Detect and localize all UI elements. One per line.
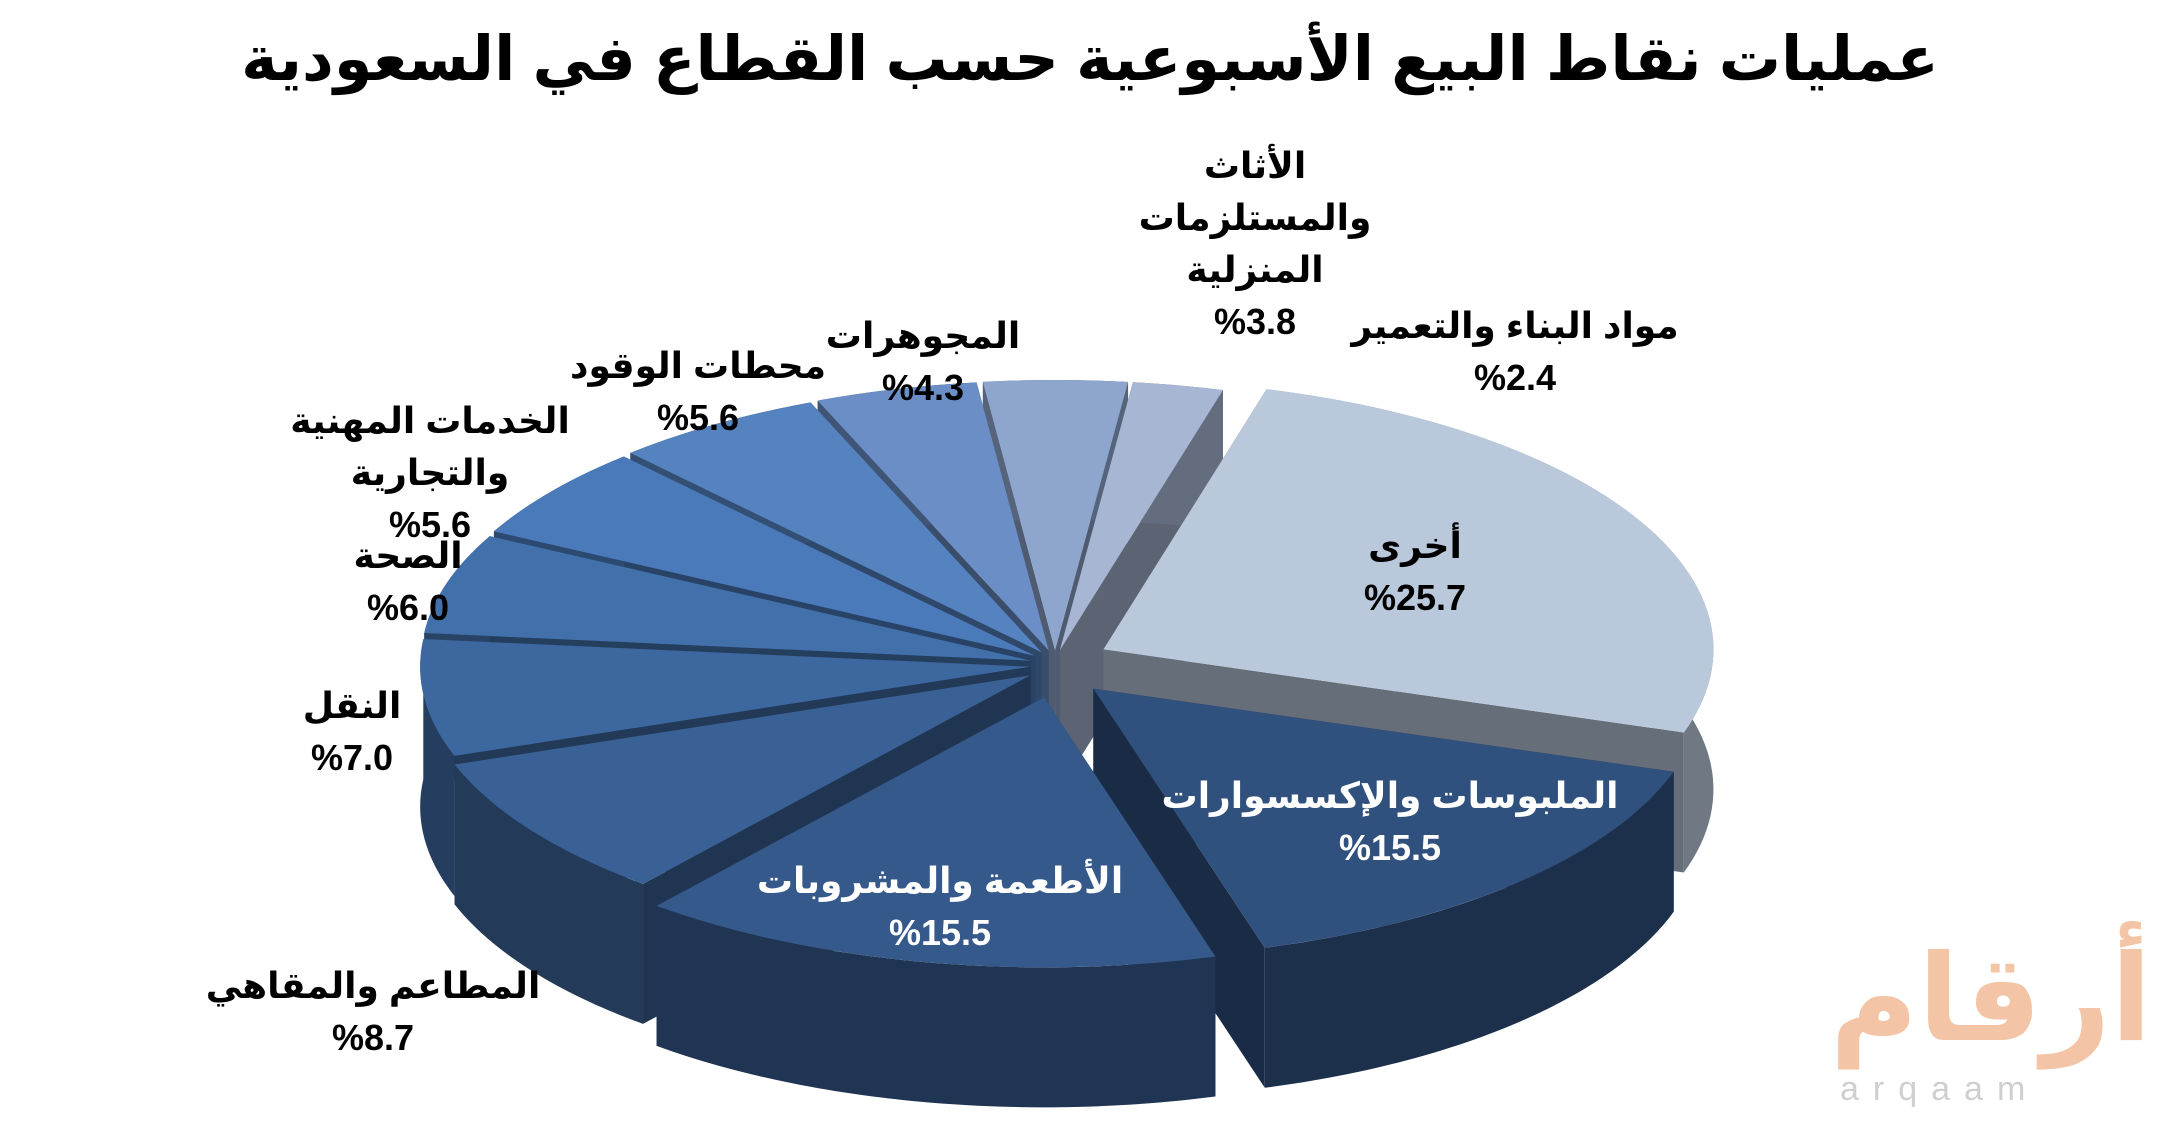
category-label: مواد البناء والتعمير [1351, 305, 1679, 346]
value-label: %15.5 [1338, 827, 1442, 868]
category-label: الأثاث والمستلزمات المنزلية [1138, 145, 1372, 290]
value-label: %7.0 [310, 737, 394, 778]
slice-side [454, 764, 644, 1024]
value-label: %25.7 [1363, 577, 1467, 618]
slice [656, 697, 1216, 968]
slice-label: الملبوسات والإكسسوارات %15.5 [1160, 770, 1620, 874]
category-label: المطاعم والمقاهي [205, 965, 541, 1006]
slice [493, 456, 1036, 656]
category-label: المجوهرات [825, 315, 1021, 356]
slice-label: محطات الوقود %5.6 [548, 340, 848, 444]
slice [454, 675, 1031, 884]
slice-label: الأثاث والمستلزمات المنزلية %3.8 [1085, 140, 1425, 348]
slice-label: النقل %7.0 [252, 680, 452, 784]
value-label: %3.8 [1213, 301, 1297, 342]
slice-label: الخدمات المهنية والتجارية %5.6 [280, 395, 580, 551]
slice [630, 402, 1042, 653]
slice-label: الأطعمة والمشروبات %15.5 [730, 855, 1150, 959]
slice-label: مواد البناء والتعمير %2.4 [1305, 300, 1725, 404]
slice [817, 382, 1049, 651]
value-label: %2.4 [1473, 357, 1557, 398]
slice-label: المجوهرات %4.3 [793, 310, 1053, 414]
slice-label: أخرى %25.7 [1265, 520, 1565, 624]
value-label: %15.5 [888, 912, 992, 953]
chart-title: عمليات نقاط البيع الأسبوعية حسب القطاع ف… [241, 25, 1939, 94]
category-label: الأطعمة والمشروبات [756, 860, 1124, 901]
category-label: الصحة [353, 535, 463, 576]
slice-cut-face [1093, 688, 1265, 1088]
value-label: %4.3 [881, 367, 965, 408]
category-label: محطات الوقود [569, 345, 827, 386]
value-label: %5.6 [656, 397, 740, 438]
slice [1093, 688, 1674, 948]
slice [1103, 389, 1714, 733]
slice [982, 380, 1129, 650]
slice [420, 639, 1031, 756]
slice-label: الصحة %6.0 [288, 530, 528, 634]
slice [1059, 382, 1223, 651]
category-label: الملبوسات والإكسسوارات [1161, 775, 1619, 816]
logo: أرقام [1830, 932, 2152, 1066]
slice-side [420, 639, 455, 896]
category-label: النقل [302, 685, 402, 726]
slice-side [656, 905, 1216, 1108]
slice-side [1264, 771, 1674, 1088]
slice-label: المطاعم والمقاهي %8.7 [193, 960, 553, 1064]
value-label: %5.6 [388, 504, 472, 545]
value-label: %6.0 [366, 587, 450, 628]
category-label: أخرى [1368, 525, 1462, 566]
slice [424, 536, 1032, 661]
category-label: الخدمات المهنية والتجارية [290, 400, 570, 493]
logo-text: arqaam [1840, 1070, 2040, 1108]
value-label: %8.7 [331, 1017, 415, 1058]
